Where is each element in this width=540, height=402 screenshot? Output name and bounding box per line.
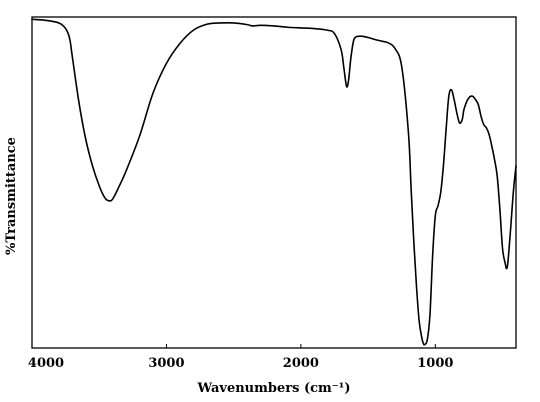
x-tick-label: 4000 (28, 356, 64, 371)
x-axis-title: Wavenumbers (cm⁻¹) (197, 381, 351, 396)
y-axis-title: %Transmittance (4, 137, 19, 255)
x-tick-label: 1000 (417, 356, 453, 371)
plot-frame (31, 16, 517, 349)
x-ticks: 4000 3000 2000 1000 (28, 344, 453, 371)
x-tick-label: 3000 (148, 356, 184, 371)
transmittance-series-line (31, 18, 517, 346)
x-tick-label: 2000 (283, 356, 319, 371)
